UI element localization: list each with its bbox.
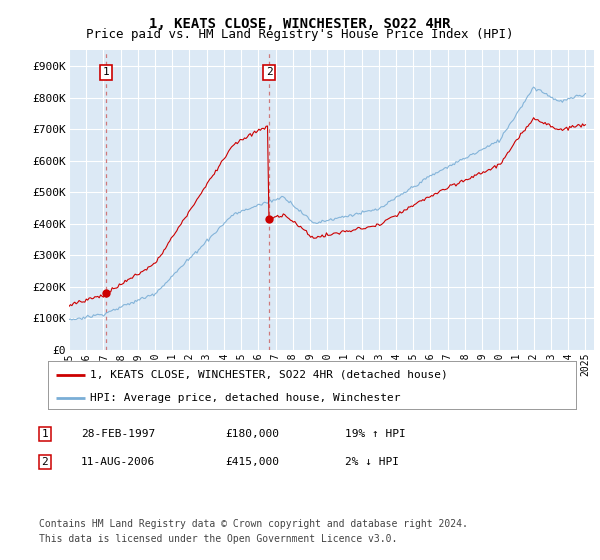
Text: Contains HM Land Registry data © Crown copyright and database right 2024.: Contains HM Land Registry data © Crown c…: [39, 519, 468, 529]
Text: 2: 2: [266, 67, 272, 77]
Text: Price paid vs. HM Land Registry's House Price Index (HPI): Price paid vs. HM Land Registry's House …: [86, 28, 514, 41]
Text: HPI: Average price, detached house, Winchester: HPI: Average price, detached house, Winc…: [90, 393, 401, 403]
Text: 2% ↓ HPI: 2% ↓ HPI: [345, 457, 399, 467]
Text: £180,000: £180,000: [225, 429, 279, 439]
Text: 1, KEATS CLOSE, WINCHESTER, SO22 4HR: 1, KEATS CLOSE, WINCHESTER, SO22 4HR: [149, 16, 451, 30]
Text: This data is licensed under the Open Government Licence v3.0.: This data is licensed under the Open Gov…: [39, 534, 397, 544]
Text: 28-FEB-1997: 28-FEB-1997: [81, 429, 155, 439]
Text: 1: 1: [103, 67, 109, 77]
Text: 1, KEATS CLOSE, WINCHESTER, SO22 4HR (detached house): 1, KEATS CLOSE, WINCHESTER, SO22 4HR (de…: [90, 370, 448, 380]
Text: £415,000: £415,000: [225, 457, 279, 467]
Text: 2: 2: [41, 457, 49, 467]
Text: 19% ↑ HPI: 19% ↑ HPI: [345, 429, 406, 439]
Text: 11-AUG-2006: 11-AUG-2006: [81, 457, 155, 467]
Text: 1: 1: [41, 429, 49, 439]
